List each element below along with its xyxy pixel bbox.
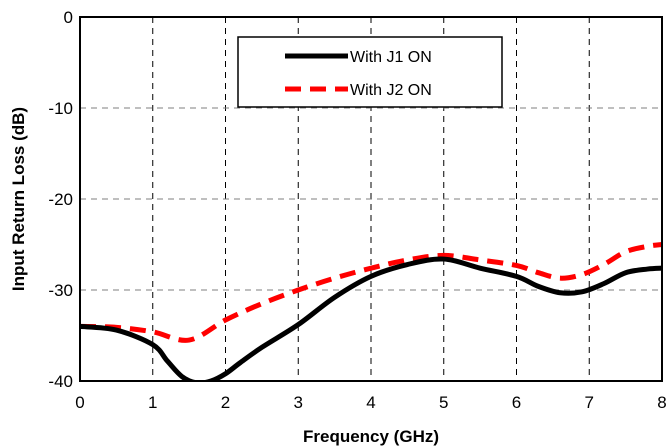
series-line-j2 xyxy=(80,242,662,343)
series-layer xyxy=(80,242,662,381)
x-tick-label: 3 xyxy=(294,393,303,412)
plot-frame xyxy=(79,16,663,382)
legend-entry-label: With J2 ON xyxy=(350,82,432,99)
x-tick-label: 7 xyxy=(585,393,594,412)
x-tick-label: 5 xyxy=(439,393,448,412)
legend-box xyxy=(237,36,503,108)
legend-entry-label: With J1 ON xyxy=(350,49,432,66)
series-line-j1 xyxy=(80,256,662,381)
y-tick-label: -40 xyxy=(48,372,73,391)
y-tick-label: -10 xyxy=(48,99,73,118)
tick-labels: 0 1 2 3 4 5 6 7 8 0 -10 -20 -30 -40 xyxy=(48,8,666,412)
x-axis-label: Frequency (GHz) xyxy=(303,427,439,446)
y-tick-label: -30 xyxy=(48,281,73,300)
y-tick-label: -20 xyxy=(48,190,73,209)
x-tick-label: 1 xyxy=(148,393,157,412)
x-tick-label: 2 xyxy=(221,393,230,412)
x-tick-label: 4 xyxy=(366,393,375,412)
x-tick-label: 6 xyxy=(512,393,521,412)
x-tick-label: 8 xyxy=(657,393,666,412)
y-axis-label: Input Return Loss (dB) xyxy=(9,107,28,291)
y-tick-label: 0 xyxy=(64,8,73,27)
x-tick-label: 0 xyxy=(75,393,84,412)
legend: With J1 ON With J2 ON xyxy=(237,36,503,108)
